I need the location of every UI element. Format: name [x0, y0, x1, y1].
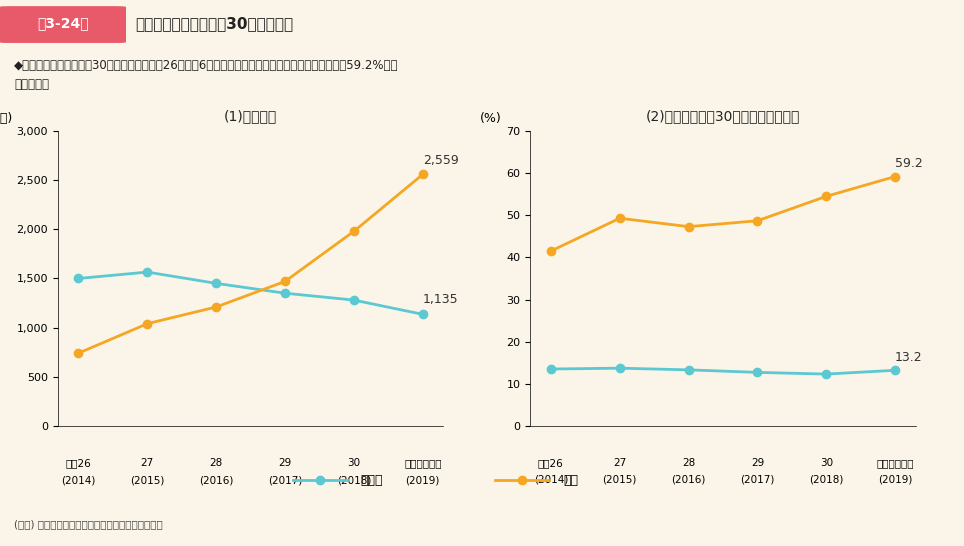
Title: (1)検挙人員: (1)検挙人員	[224, 109, 278, 123]
Text: (2018): (2018)	[809, 474, 844, 484]
Text: 平成26: 平成26	[538, 458, 564, 468]
Text: (2018): (2018)	[336, 475, 371, 485]
Text: 28: 28	[682, 458, 695, 468]
Text: (2017): (2017)	[740, 474, 775, 484]
Text: (%): (%)	[480, 112, 502, 125]
Text: (2015): (2015)	[130, 475, 165, 485]
Text: (2014): (2014)	[534, 474, 568, 484]
Text: 27: 27	[141, 458, 154, 468]
Text: 1,135: 1,135	[423, 293, 459, 306]
FancyBboxPatch shape	[0, 7, 125, 42]
Text: 第3-24図: 第3-24図	[37, 16, 89, 31]
Text: 令和元（年）: 令和元（年）	[876, 458, 914, 468]
Text: (2014): (2014)	[62, 475, 95, 485]
Text: 平成26: 平成26	[66, 458, 92, 468]
Text: 29: 29	[751, 458, 764, 468]
Text: 薬物事範で検挙された30歳未満の者: 薬物事範で検挙された30歳未満の者	[135, 16, 293, 31]
Text: 13.2: 13.2	[896, 351, 923, 364]
Text: 27: 27	[613, 458, 627, 468]
Text: (2015): (2015)	[602, 474, 637, 484]
Text: 2,559: 2,559	[423, 153, 459, 167]
Text: (出典) 警察庁「令和元年における組織犯罪の情勢」: (出典) 警察庁「令和元年における組織犯罪の情勢」	[14, 519, 163, 529]
Text: (2016): (2016)	[671, 474, 706, 484]
Text: (2019): (2019)	[878, 474, 912, 484]
Title: (2)全体に占めゃ30歳未満の者の割合: (2)全体に占めゃ30歳未満の者の割合	[646, 109, 800, 123]
Text: 29: 29	[279, 458, 292, 468]
Text: 覚醒剤: 覚醒剤	[361, 474, 383, 487]
Text: 30: 30	[819, 458, 833, 468]
Text: 令和元（年）: 令和元（年）	[404, 458, 442, 468]
Text: (2019): (2019)	[406, 475, 440, 485]
Text: 28: 28	[209, 458, 223, 468]
Text: (2017): (2017)	[268, 475, 303, 485]
Text: ◆大麻事範で検挙された30歳未満の者は平成26年から6年続けて増加し、令和元年は検挙された者の59.2%を占
めている。: ◆大麻事範で検挙された30歳未満の者は平成26年から6年続けて増加し、令和元年は…	[14, 59, 399, 91]
Text: (人): (人)	[0, 112, 13, 125]
Text: 30: 30	[347, 458, 361, 468]
Text: (2016): (2016)	[199, 475, 233, 485]
Text: 大麻: 大麻	[563, 474, 578, 487]
Text: 59.2: 59.2	[896, 157, 923, 170]
